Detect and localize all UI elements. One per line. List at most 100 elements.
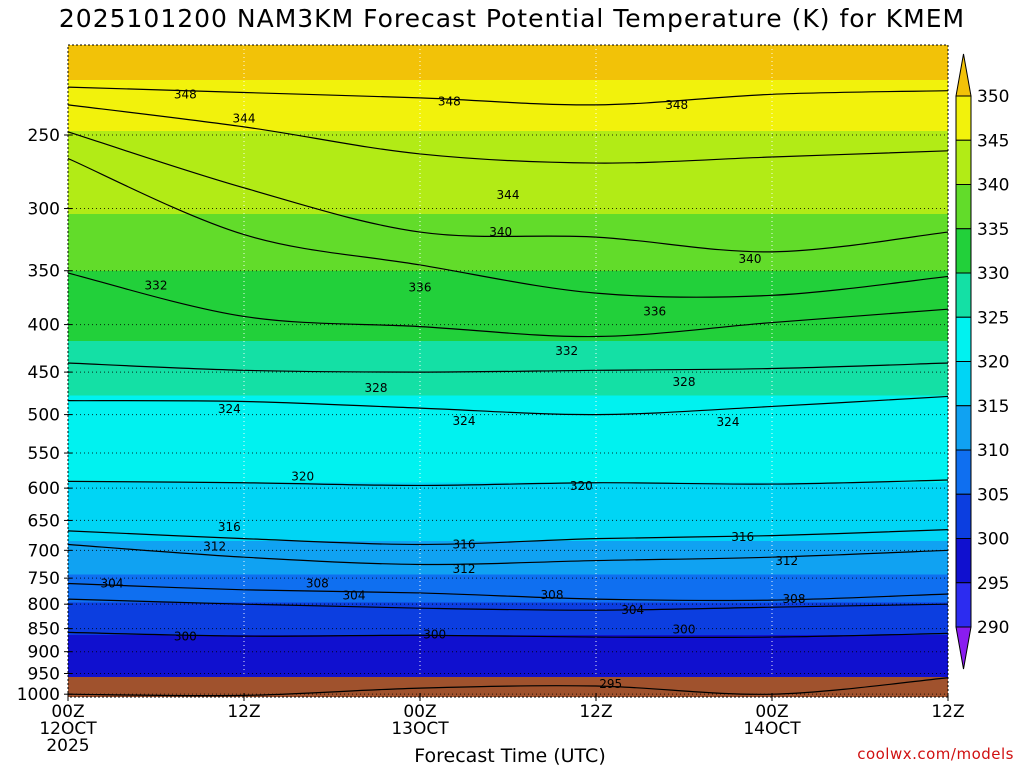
colorbar-segment (955, 95, 972, 141)
contour-label: 312 (203, 539, 226, 553)
contour-label-group: 324 (717, 415, 740, 429)
contour-label: 348 (174, 87, 197, 101)
contour-label-group: 336 (643, 304, 666, 318)
contour-label-group: 344 (497, 188, 520, 202)
colorbar-label: 295 (977, 574, 1009, 594)
contour-line-300 (67, 631, 949, 639)
y-tick-label: 250 (28, 126, 60, 146)
gridlines (68, 45, 948, 695)
contour-line-328 (67, 362, 949, 373)
contour-label: 304 (101, 576, 124, 590)
colorbar-label: 290 (977, 618, 1009, 638)
contour-label: 336 (643, 304, 666, 318)
colorbar: 350 345 340 335 330 325 320 315 310 305 300 295 290 (955, 53, 1009, 670)
contour-line-336 (67, 157, 949, 298)
contour-labels: 348 348 348 344 344 340 340 336 336 332 332 328 328 3… (101, 87, 806, 691)
contour-label-group: 344 (233, 112, 256, 126)
x-axis-title: Forecast Time (UTC) (414, 745, 606, 767)
temperature-field (68, 45, 948, 677)
y-tick-label: 800 (28, 595, 60, 615)
contour-label-group: 304 (621, 603, 644, 617)
colorbar-label: 350 (977, 87, 1009, 107)
contour-label: 332 (555, 344, 578, 358)
y-tick-label: 600 (28, 479, 60, 499)
contour-label-group: 348 (174, 87, 197, 101)
contour-label: 320 (291, 470, 314, 484)
contour-label: 308 (783, 592, 806, 606)
contour-label-group: 312 (453, 562, 476, 576)
x-tick-label: 12Z (931, 702, 964, 722)
contour-line-324 (67, 395, 949, 416)
contour-label-group: 340 (489, 225, 512, 239)
y-tick-label: 550 (28, 444, 60, 464)
contour-label: 300 (423, 627, 446, 641)
contour-line-340 (67, 131, 949, 253)
contour-label: 340 (489, 225, 512, 239)
contour-label-group: 332 (145, 278, 168, 292)
colorbar-segment (955, 139, 972, 185)
contour-label: 308 (541, 588, 564, 602)
contour-line-312 (67, 543, 949, 566)
contour-label-group: 300 (673, 623, 696, 637)
contour-label: 295 (599, 677, 622, 691)
contour-label-group: 300 (423, 627, 446, 641)
contour-label: 304 (343, 589, 366, 603)
x-tick-label: 12Z (227, 702, 260, 722)
y-tick-label: 700 (28, 541, 60, 561)
contour-label-group: 316 (218, 520, 241, 534)
contour-label-group: 348 (665, 98, 688, 112)
contour-label: 300 (673, 623, 696, 637)
contour-label: 332 (145, 278, 168, 292)
colorbar-label: 315 (977, 397, 1009, 417)
contour-label: 348 (438, 94, 461, 108)
colorbar-label: 340 (977, 176, 1009, 196)
contour-label: 328 (365, 381, 388, 395)
contour-label-group: 304 (101, 576, 124, 590)
contour-label-group: 328 (673, 375, 696, 389)
colorbar-segment (955, 228, 972, 274)
contour-line-308 (67, 582, 949, 602)
colorbar-lower-triangle (955, 626, 972, 670)
contour-label: 304 (621, 603, 644, 617)
contour-label-group: 308 (306, 576, 329, 590)
axes: 250 300 350 400 450 500 550 600 650 700 750 800 850 9… (17, 44, 965, 756)
contour-label: 312 (775, 554, 798, 568)
x-tick-label: 00Z (403, 702, 436, 722)
contour-label: 316 (731, 530, 754, 544)
contour-line-304 (67, 598, 949, 611)
contour-lines (67, 86, 949, 697)
colorbar-segment (955, 361, 972, 407)
x-tick-label: 2025 (46, 736, 89, 756)
x-tick-label: 14OCT (743, 719, 801, 739)
contour-label-group: 324 (453, 414, 476, 428)
contour-line-344 (67, 104, 949, 164)
colorbar-segment (955, 316, 972, 362)
contour-label: 328 (673, 375, 696, 389)
colorbar-label: 335 (977, 220, 1009, 240)
contour-label-group: 332 (555, 344, 578, 358)
contour-label: 300 (174, 630, 197, 644)
contour-label-group: 308 (783, 592, 806, 606)
colorbar-label: 305 (977, 485, 1009, 505)
contour-label-group: 336 (409, 281, 432, 295)
y-tick-label: 1000 (17, 685, 60, 705)
y-tick-label: 900 (28, 643, 60, 663)
contour-line-348 (67, 86, 949, 106)
contour-label: 308 (306, 576, 329, 590)
contour-label-group: 312 (203, 539, 226, 553)
x-tick-label: 00Z (755, 702, 788, 722)
contour-label: 344 (233, 112, 256, 126)
x-tick-label: 00Z (51, 702, 84, 722)
y-tick-label: 650 (28, 511, 60, 531)
contour-label: 324 (717, 415, 740, 429)
contour-line-316 (67, 529, 949, 546)
contour-label: 324 (453, 414, 476, 428)
contour-label-group: 312 (775, 554, 798, 568)
colorbar-label: 325 (977, 308, 1009, 328)
colorbar-label: 345 (977, 131, 1009, 151)
contour-label-group: 348 (438, 94, 461, 108)
colorbar-label: 330 (977, 264, 1009, 284)
contour-label: 320 (570, 479, 593, 493)
contour-label-group: 308 (541, 588, 564, 602)
